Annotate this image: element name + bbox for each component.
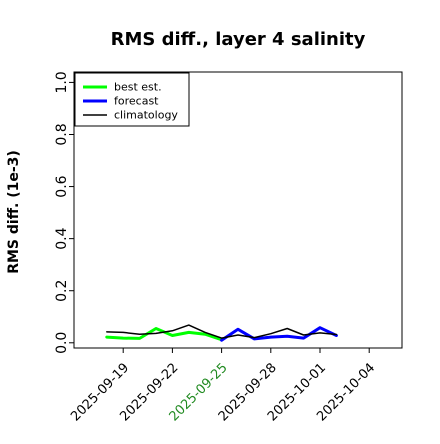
y-tick-label: 1.0 — [54, 71, 70, 93]
plot-frame — [73, 71, 403, 349]
y-tick-label: 0.2 — [54, 280, 70, 302]
y-tick-label: 0.8 — [54, 123, 70, 145]
legend-label-climatology: climatology — [114, 109, 178, 122]
y-axis-label: RMS diff. (1e-3) — [6, 150, 22, 274]
series-line-forecast — [220, 326, 338, 342]
chart-title: RMS diff., layer 4 salinity — [111, 29, 366, 50]
y-tick-label: 0.0 — [54, 332, 70, 354]
legend-label-best-est: best est. — [114, 81, 162, 94]
legend-label-forecast: forecast — [114, 95, 159, 108]
series-line-climatology — [106, 324, 338, 339]
y-tick-label: 0.4 — [54, 227, 70, 249]
y-tick-label: 0.6 — [54, 175, 70, 197]
